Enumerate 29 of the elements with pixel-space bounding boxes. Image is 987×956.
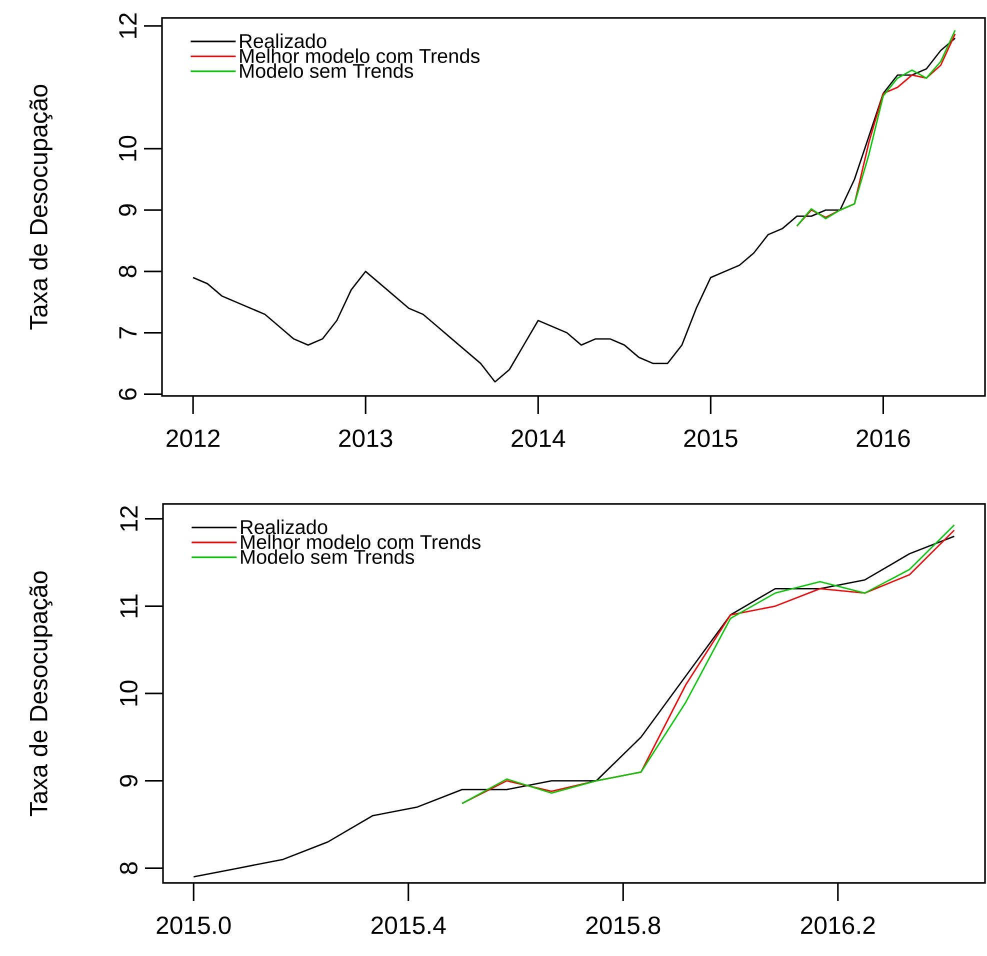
y-tick-label: 9	[118, 204, 136, 216]
legend-label: Realizado	[240, 34, 326, 48]
y-tick-label: 12	[119, 13, 136, 38]
y-tick-label: 7	[119, 327, 136, 338]
legend-label: Modelo sem Trends	[240, 63, 414, 78]
y-tick-label: 10	[120, 680, 138, 706]
x-tick-label: 2016.2	[801, 916, 875, 934]
y-axis-title: Taxa de Desocupação	[29, 571, 52, 816]
x-tick-label: 2012	[166, 430, 220, 448]
y-tick-label: 9	[120, 775, 138, 787]
legend-label: Modelo sem Trends	[241, 549, 414, 564]
x-tick-label: 2015.4	[372, 916, 446, 934]
legend-label: Melhor modelo com Trends	[240, 48, 480, 64]
x-tick-label: 2016	[856, 430, 910, 448]
x-tick-label: 2015.0	[156, 916, 231, 934]
line-series	[192, 536, 955, 878]
y-axis-title: Taxa de Desocupação	[29, 84, 52, 330]
y-tick-label: 6	[118, 388, 136, 400]
x-tick-label: 2013	[339, 430, 392, 448]
legend-label: Realizado	[241, 520, 328, 534]
y-tick-label: 8	[118, 266, 136, 278]
y-tick-label: 8	[120, 862, 138, 874]
x-tick-label: 2014	[512, 430, 566, 448]
y-tick-label: 12	[120, 506, 138, 531]
y-tick-label: 10	[118, 136, 136, 161]
x-tick-label: 2015.8	[586, 916, 660, 934]
y-tick-label: 11	[120, 594, 138, 618]
x-tick-label: 2015	[684, 430, 738, 448]
legend-label: Melhor modelo com Trends	[241, 534, 480, 550]
